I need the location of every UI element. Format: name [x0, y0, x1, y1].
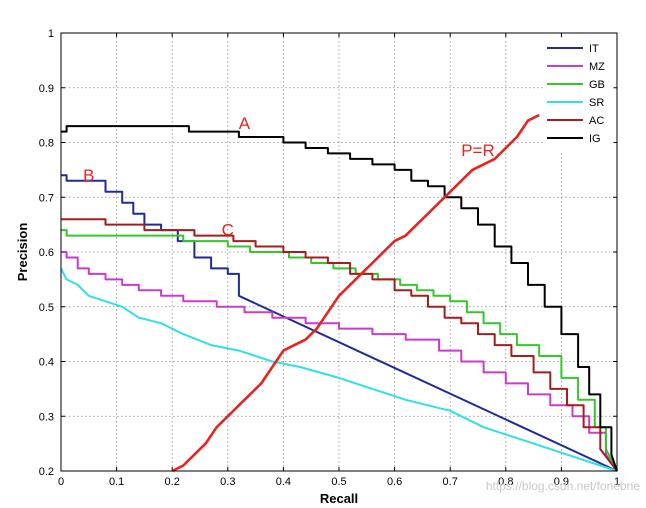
series-line-ig: [61, 125, 618, 472]
y-tick-label: 0.4: [39, 357, 54, 369]
x-axis-title: Recall: [320, 491, 358, 506]
y-tick-label: 0.2: [39, 466, 54, 478]
legend-label-it: IT: [589, 43, 599, 55]
x-tick-label: 0.7: [443, 476, 458, 488]
y-tick-label: 0.5: [39, 302, 54, 314]
x-tick-label: 0.4: [276, 476, 291, 488]
watermark-text: https://blog.csdn.net/fonebne: [486, 479, 640, 493]
series-lines: [60, 113, 618, 473]
series-line-p-equals-r: [171, 113, 540, 473]
x-tick-labels: 0 0.1 0.2 0.3 0.4 0.5 0.6 0.7 0.8 0.9 1: [58, 476, 620, 488]
x-tick-label: 0.6: [387, 476, 402, 488]
x-tick-label: 0.5: [331, 476, 346, 488]
curve-annotations: A B C P=R: [83, 114, 495, 240]
y-tick-labels: 0.2 0.3 0.4 0.5 0.6 0.7 0.8 0.9 1: [39, 28, 54, 478]
series-line-ac: [61, 218, 618, 472]
y-tick-label: 1: [48, 28, 54, 40]
annotation-label: P=R: [461, 141, 495, 160]
series-line-gb: [61, 229, 618, 472]
x-tick-label: 0.3: [220, 476, 235, 488]
x-tick-label: 0: [58, 476, 64, 488]
x-tick-label: 1: [614, 476, 620, 488]
series-line-sr: [60, 267, 618, 472]
annotation-label: B: [83, 166, 94, 185]
legend: IT MZ GB SR AC IG: [542, 37, 614, 153]
legend-label-gb: GB: [589, 79, 605, 91]
legend-box: [542, 37, 614, 153]
legend-label-ac: AC: [589, 115, 604, 127]
y-tick-label: 0.6: [39, 247, 54, 259]
series-line-it: [61, 174, 618, 472]
annotation-label: A: [239, 114, 251, 133]
y-tick-label: 0.7: [39, 192, 54, 204]
x-tick-label: 0.2: [165, 476, 180, 488]
x-tick-label: 0.1: [109, 476, 124, 488]
y-axis-title: Precision: [15, 223, 30, 282]
y-tick-label: 0.3: [39, 411, 54, 423]
legend-label-sr: SR: [589, 97, 604, 109]
plot-area-frame: [60, 32, 618, 472]
legend-label-mz: MZ: [589, 61, 605, 73]
annotation-label: C: [222, 221, 234, 240]
x-tick-label: 0.9: [554, 476, 569, 488]
series-line-mz: [61, 251, 618, 472]
y-tick-label: 0.8: [39, 138, 54, 150]
legend-label-ig: IG: [589, 133, 601, 145]
y-tick-label: 0.9: [39, 83, 54, 95]
x-tick-label: 0.8: [498, 476, 513, 488]
